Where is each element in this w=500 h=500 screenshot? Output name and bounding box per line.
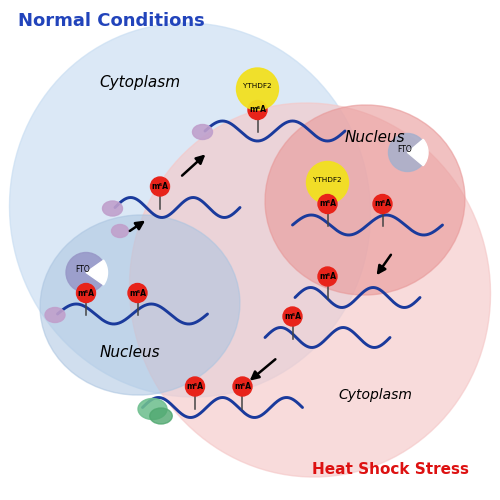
Text: m⁶A: m⁶A: [129, 288, 146, 298]
Ellipse shape: [102, 201, 122, 216]
Ellipse shape: [130, 103, 490, 477]
Wedge shape: [86, 260, 108, 285]
Text: m⁶A: m⁶A: [374, 200, 391, 208]
Circle shape: [318, 194, 337, 214]
Circle shape: [76, 284, 96, 302]
Ellipse shape: [150, 408, 172, 424]
Text: m⁶A: m⁶A: [78, 288, 94, 298]
Ellipse shape: [192, 124, 212, 140]
Circle shape: [283, 307, 302, 326]
Circle shape: [318, 267, 337, 286]
Text: FTO: FTO: [76, 265, 90, 274]
Text: m⁶A: m⁶A: [186, 382, 204, 391]
Text: m⁶A: m⁶A: [284, 312, 301, 321]
Ellipse shape: [112, 224, 128, 237]
Circle shape: [373, 194, 392, 214]
Circle shape: [236, 68, 279, 110]
Text: m⁶A: m⁶A: [319, 272, 336, 281]
Circle shape: [233, 377, 252, 396]
Text: FTO: FTO: [397, 145, 412, 154]
Ellipse shape: [138, 398, 167, 419]
Ellipse shape: [10, 23, 370, 397]
Text: Normal Conditions: Normal Conditions: [18, 12, 204, 30]
Text: m⁶A: m⁶A: [234, 382, 251, 391]
Text: Heat Shock Stress: Heat Shock Stress: [312, 462, 468, 477]
Circle shape: [186, 377, 204, 396]
Text: m⁶A: m⁶A: [319, 200, 336, 208]
Text: Nucleus: Nucleus: [100, 345, 160, 360]
Circle shape: [306, 162, 348, 203]
Ellipse shape: [45, 308, 65, 322]
Circle shape: [66, 252, 106, 292]
Text: YTHDF2: YTHDF2: [243, 83, 272, 89]
Text: Cytoplasm: Cytoplasm: [338, 388, 412, 402]
Circle shape: [248, 100, 267, 119]
Text: Cytoplasm: Cytoplasm: [100, 75, 180, 90]
Text: m⁶A: m⁶A: [152, 182, 168, 191]
Text: YTHDF2: YTHDF2: [313, 176, 342, 182]
Text: Nucleus: Nucleus: [344, 130, 406, 145]
Ellipse shape: [265, 105, 465, 295]
Ellipse shape: [40, 215, 240, 395]
Text: m⁶A: m⁶A: [249, 106, 266, 114]
Circle shape: [150, 177, 170, 196]
Circle shape: [128, 284, 147, 302]
Circle shape: [388, 134, 426, 172]
Wedge shape: [408, 140, 428, 166]
